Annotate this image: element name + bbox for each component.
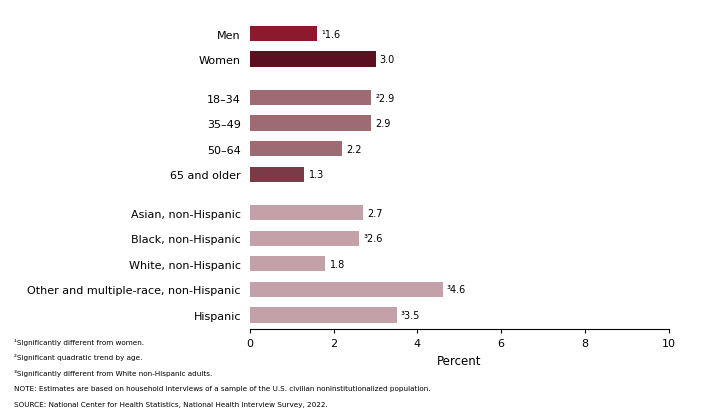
Text: ¹Significantly different from women.: ¹Significantly different from women. <box>14 338 144 345</box>
Bar <box>250 205 363 221</box>
Text: NOTE: Estimates are based on household interviews of a sample of the U.S. civili: NOTE: Estimates are based on household i… <box>14 385 431 391</box>
Bar <box>250 116 372 131</box>
Bar <box>250 231 359 246</box>
Text: ²Significant quadratic trend by age.: ²Significant quadratic trend by age. <box>14 353 142 360</box>
X-axis label: Percent: Percent <box>437 354 482 367</box>
Text: 1.8: 1.8 <box>329 259 345 269</box>
Text: 3.0: 3.0 <box>379 55 395 65</box>
Bar <box>250 282 443 297</box>
Text: 2.9: 2.9 <box>376 119 391 129</box>
Text: ³3.5: ³3.5 <box>401 310 420 320</box>
Text: ³Significantly different from White non-Hispanic adults.: ³Significantly different from White non-… <box>14 369 213 376</box>
Bar <box>250 256 325 272</box>
Text: ²2.9: ²2.9 <box>376 93 395 103</box>
Bar <box>250 308 396 323</box>
Bar <box>250 167 304 182</box>
Text: ¹1.6: ¹1.6 <box>321 29 340 40</box>
Text: 2.2: 2.2 <box>346 144 362 154</box>
Text: SOURCE: National Center for Health Statistics, National Health Interview Survey,: SOURCE: National Center for Health Stati… <box>14 401 328 407</box>
Bar <box>250 52 376 67</box>
Text: 1.3: 1.3 <box>308 170 324 180</box>
Bar <box>250 27 317 42</box>
Text: ³2.6: ³2.6 <box>363 234 382 244</box>
Bar <box>250 91 372 106</box>
Bar <box>250 142 342 157</box>
Text: 2.7: 2.7 <box>367 208 383 218</box>
Text: ³4.6: ³4.6 <box>447 285 466 294</box>
